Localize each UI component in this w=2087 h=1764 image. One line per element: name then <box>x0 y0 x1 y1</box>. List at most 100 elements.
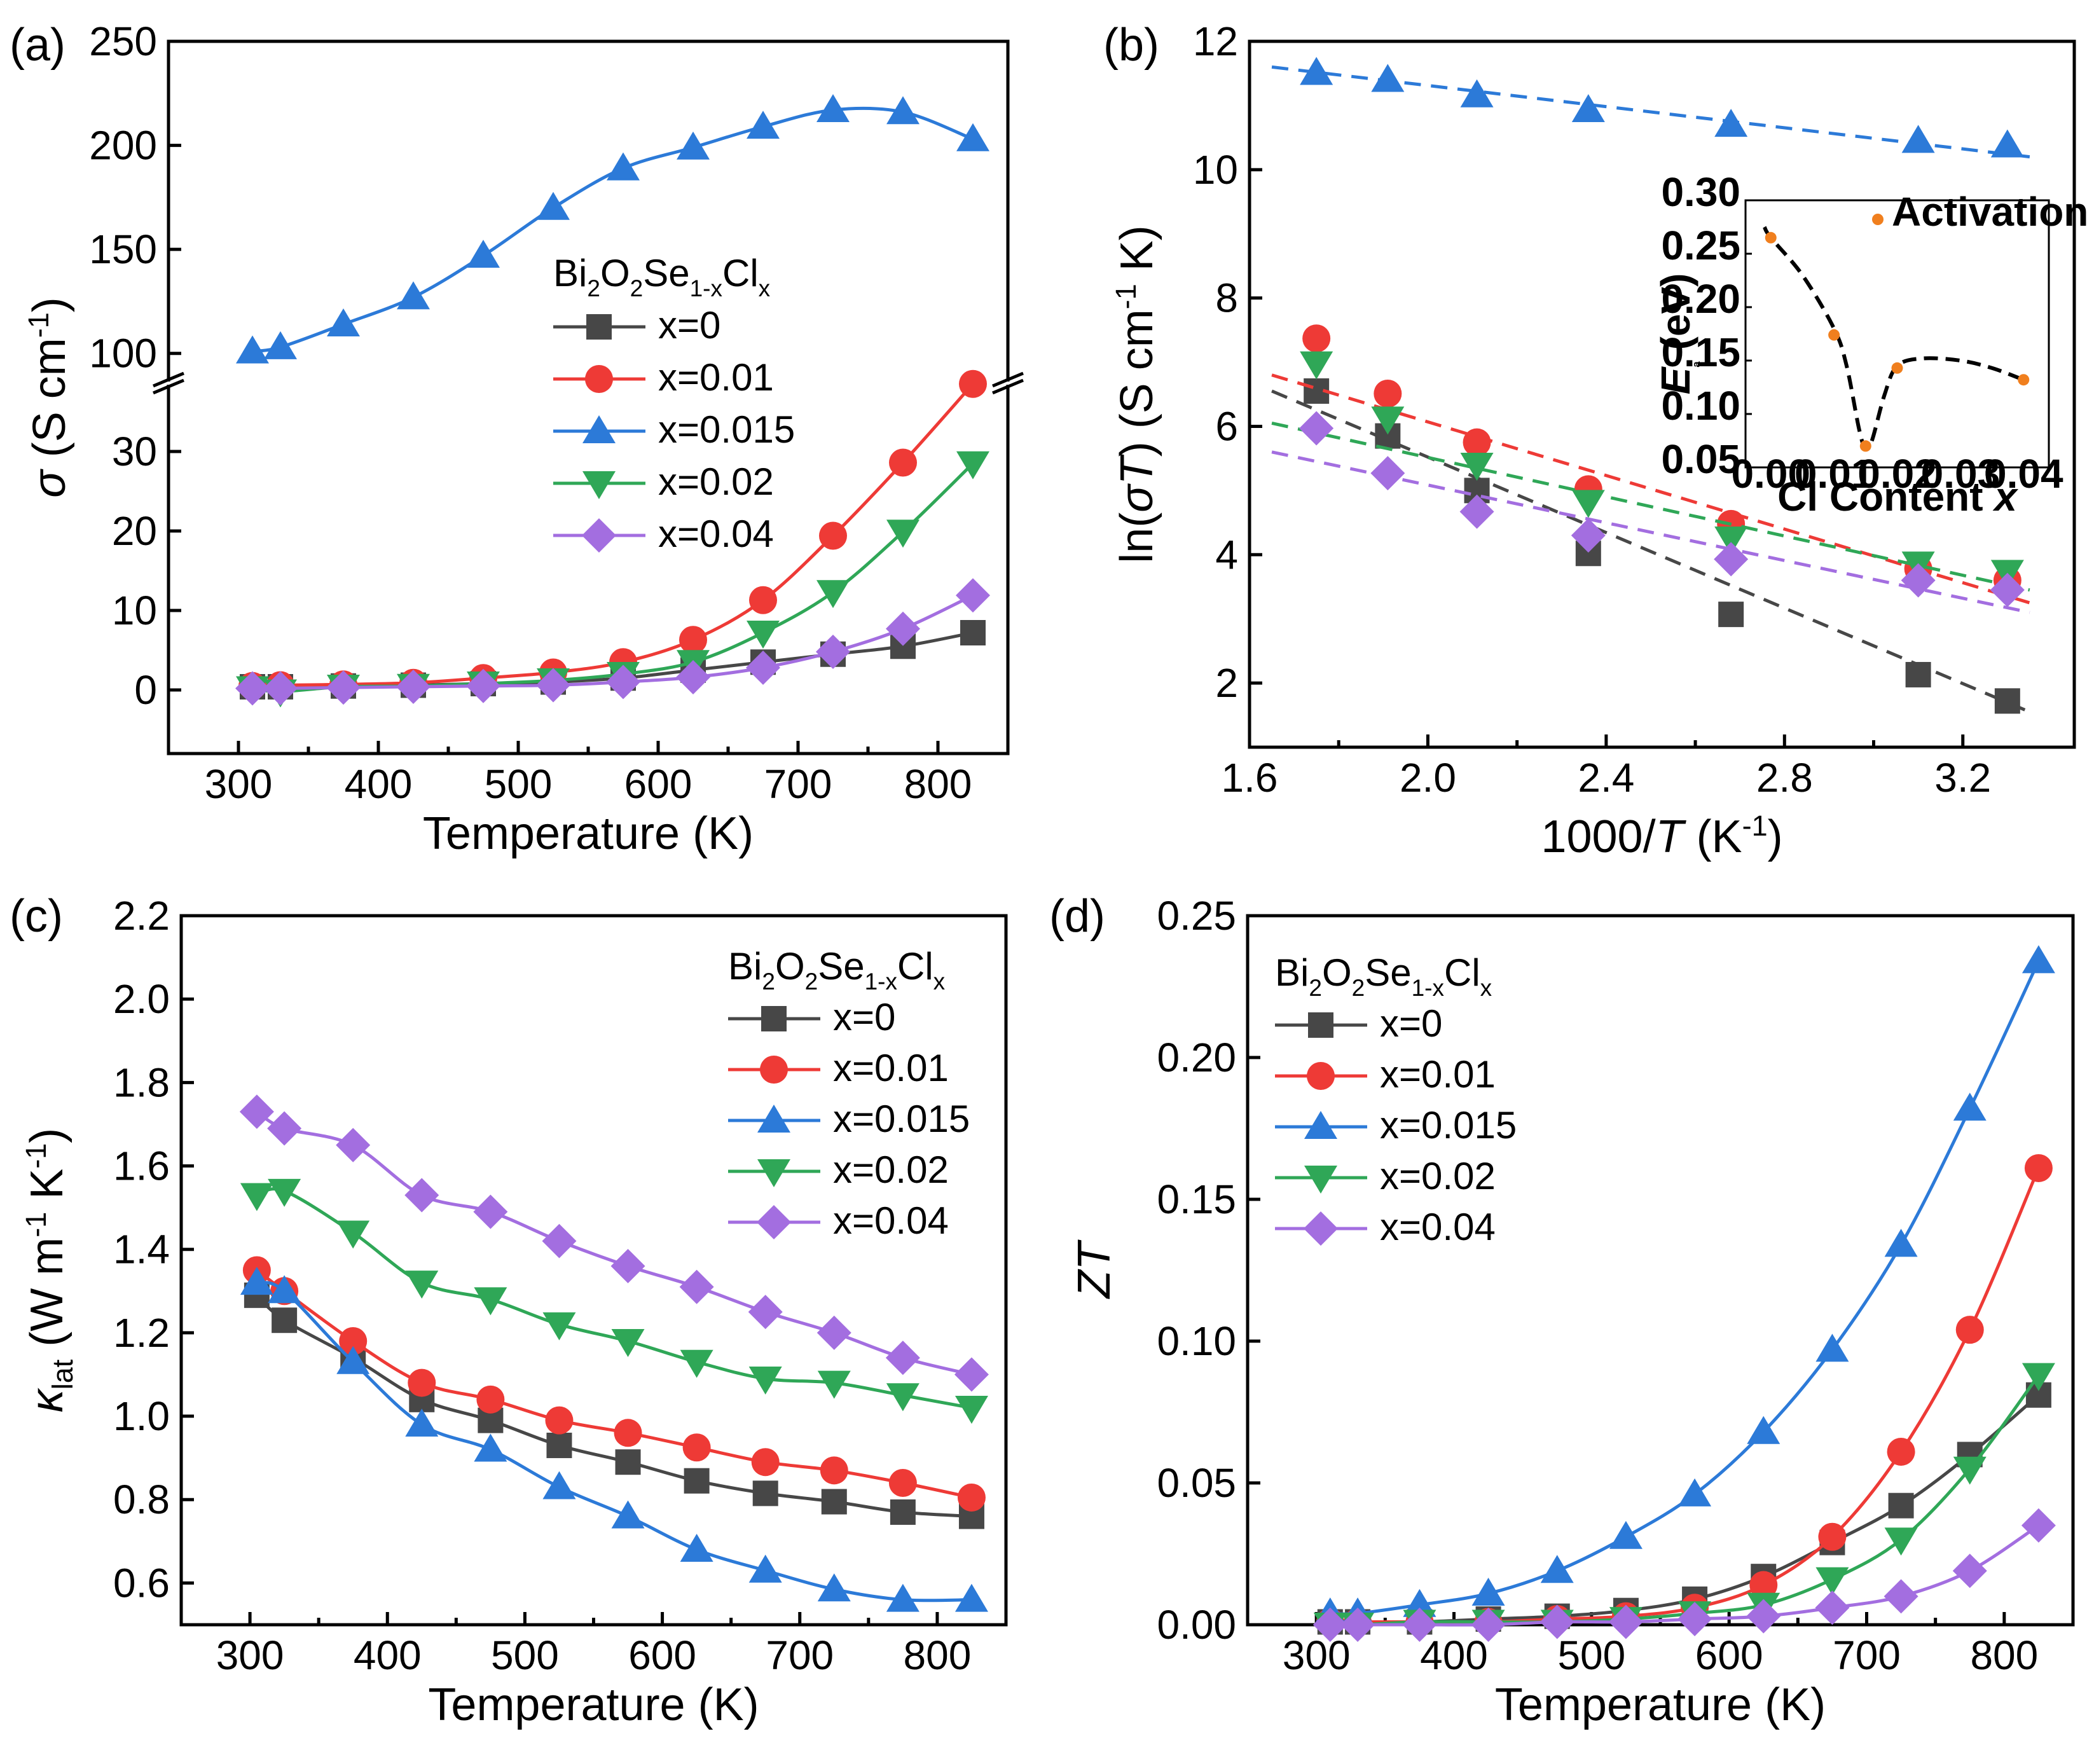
y-tick-label: 2.2 <box>113 893 170 939</box>
inset-x-tick-label: 0.04 <box>1984 451 2063 497</box>
y-tick-label: 4 <box>1215 532 1238 577</box>
legend-title: Bi2O2Se1-xClx <box>553 252 771 301</box>
legend-label: x=0.04 <box>658 513 774 555</box>
data-point <box>890 1499 916 1525</box>
x-tick-label: 800 <box>904 1632 972 1678</box>
axis-break-mark <box>153 371 184 388</box>
y-tick-label: 0.6 <box>113 1560 170 1606</box>
data-point <box>326 670 361 705</box>
data-point <box>959 369 987 398</box>
data-point <box>1374 379 1402 408</box>
data-point <box>546 1432 572 1458</box>
x-tick-label: 3.2 <box>1934 755 1991 801</box>
data-point <box>1571 93 1605 122</box>
data-point <box>1471 1608 1506 1642</box>
y-tick-label: 2 <box>1215 660 1238 706</box>
x-tick-label: 500 <box>1557 1632 1625 1678</box>
legend-marker <box>1308 1012 1333 1038</box>
data-point <box>542 1471 576 1499</box>
legend-marker <box>1307 1062 1335 1090</box>
data-point <box>956 123 989 151</box>
data-point <box>886 611 920 646</box>
data-point <box>751 1448 780 1477</box>
plot-frame <box>1248 39 2076 749</box>
legend-label: x=0.015 <box>1380 1104 1517 1147</box>
y-tick-label: 100 <box>89 331 157 376</box>
data-point <box>268 1178 301 1207</box>
data-point <box>404 1178 439 1213</box>
data-point <box>1747 1416 1780 1444</box>
axis-break-mark <box>153 378 184 395</box>
panel-a: 300 400 500 600 700 800 100 150 200 250 0 10 20 30 Tem… <box>10 18 1024 859</box>
data-point <box>885 1340 920 1375</box>
data-point <box>1463 428 1491 457</box>
legend-label: x=0.02 <box>1380 1155 1496 1197</box>
data-point <box>1994 688 2020 714</box>
data-point <box>264 331 297 359</box>
x-tick-label: 600 <box>628 1632 696 1678</box>
legend-marker <box>757 1205 791 1239</box>
x-tick-label: 700 <box>1833 1632 1901 1678</box>
data-point <box>1460 79 1494 107</box>
legend-marker <box>760 1056 788 1084</box>
legend-marker <box>582 471 616 499</box>
y-tick-label: 10 <box>1193 147 1238 193</box>
legend-marker <box>1304 1166 1337 1194</box>
y-tick-label: 0.8 <box>113 1477 170 1522</box>
legend-marker <box>585 365 613 393</box>
data-point <box>272 1307 298 1333</box>
data-point <box>542 1223 577 1258</box>
data-point <box>960 620 986 645</box>
legend-label: x=0 <box>1380 1002 1442 1045</box>
fit-line <box>1271 450 2030 614</box>
data-point <box>405 1271 439 1299</box>
data-point <box>1678 1478 1712 1506</box>
series-line <box>256 1269 972 1499</box>
data-point <box>746 651 780 685</box>
data-point <box>819 521 847 550</box>
data-point <box>886 1583 920 1612</box>
x-tick-label: 700 <box>766 1632 834 1678</box>
x-tick-label: 800 <box>1970 1632 2038 1678</box>
x-tick-label: 500 <box>485 761 553 807</box>
data-point <box>611 1329 645 1357</box>
data-point <box>235 671 270 706</box>
data-point <box>474 1287 507 1316</box>
y-tick-label: 10 <box>112 588 157 633</box>
legend-marker <box>1304 1211 1338 1246</box>
data-point <box>749 586 777 614</box>
x-tick-label: 2.0 <box>1400 755 1456 801</box>
data-point <box>747 621 780 649</box>
data-point <box>1471 1577 1505 1606</box>
data-point <box>476 1385 505 1414</box>
data-point <box>2022 945 2055 974</box>
y-tick-label: 0.25 <box>1157 893 1236 939</box>
x-tick-label: 400 <box>345 761 413 807</box>
legend-marker <box>761 1006 787 1031</box>
x-axis-label: Temperature (K) <box>428 1679 759 1730</box>
legend-label: x=0.01 <box>658 356 774 399</box>
legend-label: x=0.04 <box>833 1199 949 1242</box>
data-point <box>682 1433 711 1462</box>
data-point <box>2022 1363 2055 1391</box>
legend-title: Bi2O2Se1-xClx <box>728 945 946 995</box>
inset-x-tick-label: 0.03 <box>1921 451 2001 497</box>
inset-data-point <box>2018 374 2030 386</box>
data-point <box>1300 57 1333 85</box>
data-point <box>1815 1590 1850 1625</box>
data-point <box>679 1269 714 1304</box>
data-point <box>536 668 570 703</box>
y-tick-label: 0.15 <box>1157 1176 1236 1222</box>
y-tick-label: 1.2 <box>113 1310 170 1356</box>
data-point <box>1815 1333 1849 1362</box>
data-point <box>954 1395 988 1424</box>
data-point <box>1608 1604 1643 1639</box>
data-point <box>1371 64 1405 92</box>
data-point <box>956 578 990 613</box>
data-point <box>408 1368 436 1397</box>
panel-label: (d) <box>1049 891 1105 942</box>
legend-marker <box>757 1105 790 1133</box>
y-tick-label: 1.0 <box>113 1393 170 1439</box>
legend-label: x=0.015 <box>658 408 795 451</box>
data-point <box>1955 1316 1984 1344</box>
